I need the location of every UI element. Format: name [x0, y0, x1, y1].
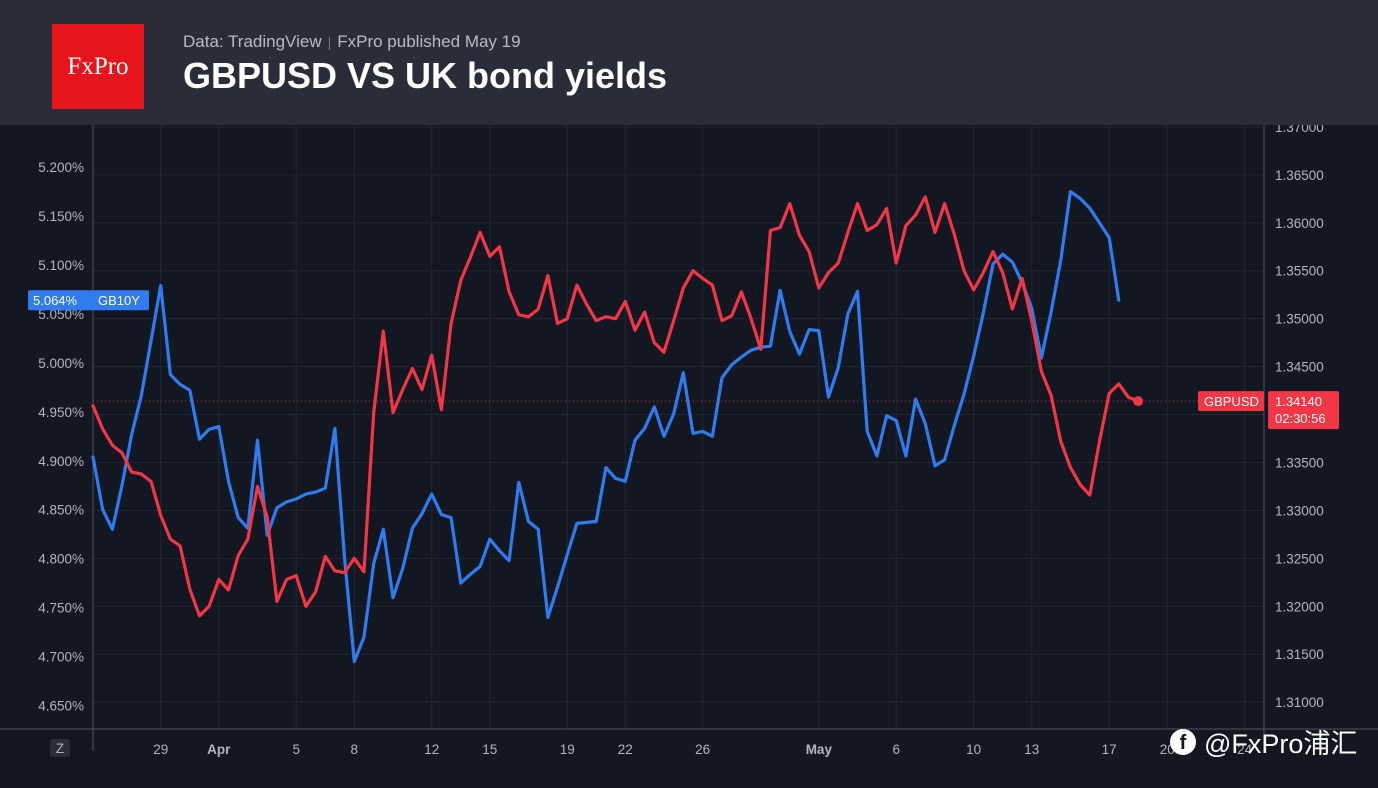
gb10y-badge-value: 5.064% [33, 293, 78, 308]
x-tick-label: 24 [1237, 742, 1253, 757]
right-tick-label: 1.33500 [1275, 455, 1324, 470]
left-tick-label: 4.800% [38, 552, 84, 567]
series-line-gbpusd [91, 195, 1140, 618]
watermark: f @FxPro浦汇 [1170, 722, 1357, 761]
x-tick-label: 8 [351, 742, 359, 757]
left-tick-label: 5.150% [38, 209, 84, 224]
x-tick-label: 5 [292, 742, 300, 757]
published-info: FxPro published May 19 [337, 32, 521, 51]
gbpusd-countdown: 02:30:56 [1275, 411, 1326, 426]
x-tick-label: 19 [560, 742, 575, 757]
right-tick-label: 1.37000 [1275, 125, 1324, 135]
right-tick-label: 1.36500 [1275, 168, 1324, 183]
watermark-text: @FxPro浦汇 [1204, 729, 1358, 759]
gb10y-badge-name: GB10Y [98, 293, 140, 308]
left-tick-label: 4.700% [38, 650, 84, 665]
zoom-toggle-label: Z [56, 741, 64, 756]
series-line-gb10y [91, 189, 1121, 664]
right-tick-label: 1.31000 [1275, 695, 1324, 710]
gbpusd-name-badge [1198, 391, 1264, 412]
gbpusd-price-badge [1268, 391, 1339, 430]
left-tick-label: 4.900% [38, 454, 84, 469]
data-source: Data: TradingView [183, 32, 322, 51]
x-tick-label: 6 [892, 742, 900, 757]
facebook-icon: f [1170, 728, 1196, 755]
x-tick-label: 17 [1102, 742, 1117, 757]
source-line: Data: TradingView | FxPro published May 19 [183, 32, 521, 52]
gbpusd-badge-name: GBPUSD [1204, 394, 1259, 409]
right-tick-label: 1.33000 [1275, 503, 1324, 518]
x-tick-label: Apr [207, 742, 231, 757]
chart-area: 5.200% 5.150% 5.100% 5.050% 5.000% 4.950% 4.90… [0, 125, 1378, 757]
right-tick-label: 1.35500 [1275, 264, 1324, 279]
right-tick-label: 1.36000 [1275, 216, 1324, 231]
right-tick-label: 1.32000 [1275, 599, 1324, 614]
right-tick-label: 1.35000 [1275, 312, 1324, 327]
x-tick-label: 10 [966, 742, 981, 757]
x-tick-label: 29 [153, 742, 168, 757]
left-tick-label: 5.050% [38, 307, 84, 322]
chart-title: GBPUSD VS UK bond yields [183, 55, 668, 96]
right-tick-label: 1.34500 [1275, 360, 1324, 375]
x-tick-label: 26 [695, 742, 710, 757]
left-tick-label: 4.950% [38, 405, 84, 420]
left-tick-label: 4.650% [38, 699, 84, 714]
header-bar: FxPro Data: TradingView | FxPro published … [0, 0, 1378, 125]
gbpusd-last-point [1133, 396, 1144, 407]
x-tick-label: 13 [1024, 742, 1039, 757]
gb10y-badge [28, 290, 149, 311]
right-tick-label: 1.31500 [1275, 647, 1324, 662]
left-tick-label: 5.200% [38, 160, 84, 175]
left-tick-label: 4.750% [38, 601, 84, 616]
left-tick-label: 5.000% [38, 356, 84, 371]
separator: | [327, 34, 332, 50]
gbpusd-badge-value: 1.34140 [1275, 394, 1322, 409]
right-tick-label: 1.32500 [1275, 551, 1324, 566]
x-tick-label: 12 [424, 742, 439, 757]
x-tick-label: 22 [618, 742, 633, 757]
left-tick-label: 4.850% [38, 503, 84, 518]
zoom-toggle-bg [50, 739, 70, 757]
x-tick-label: 15 [482, 742, 497, 757]
x-tick-label: May [806, 742, 833, 757]
fxpro-logo: FxPro [52, 24, 144, 109]
left-tick-label: 5.100% [38, 258, 84, 273]
